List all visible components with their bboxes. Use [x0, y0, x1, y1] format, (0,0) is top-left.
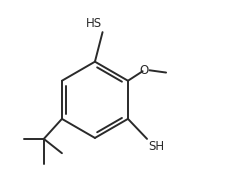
- Text: SH: SH: [147, 140, 163, 153]
- Text: O: O: [139, 64, 148, 77]
- Text: HS: HS: [86, 17, 102, 30]
